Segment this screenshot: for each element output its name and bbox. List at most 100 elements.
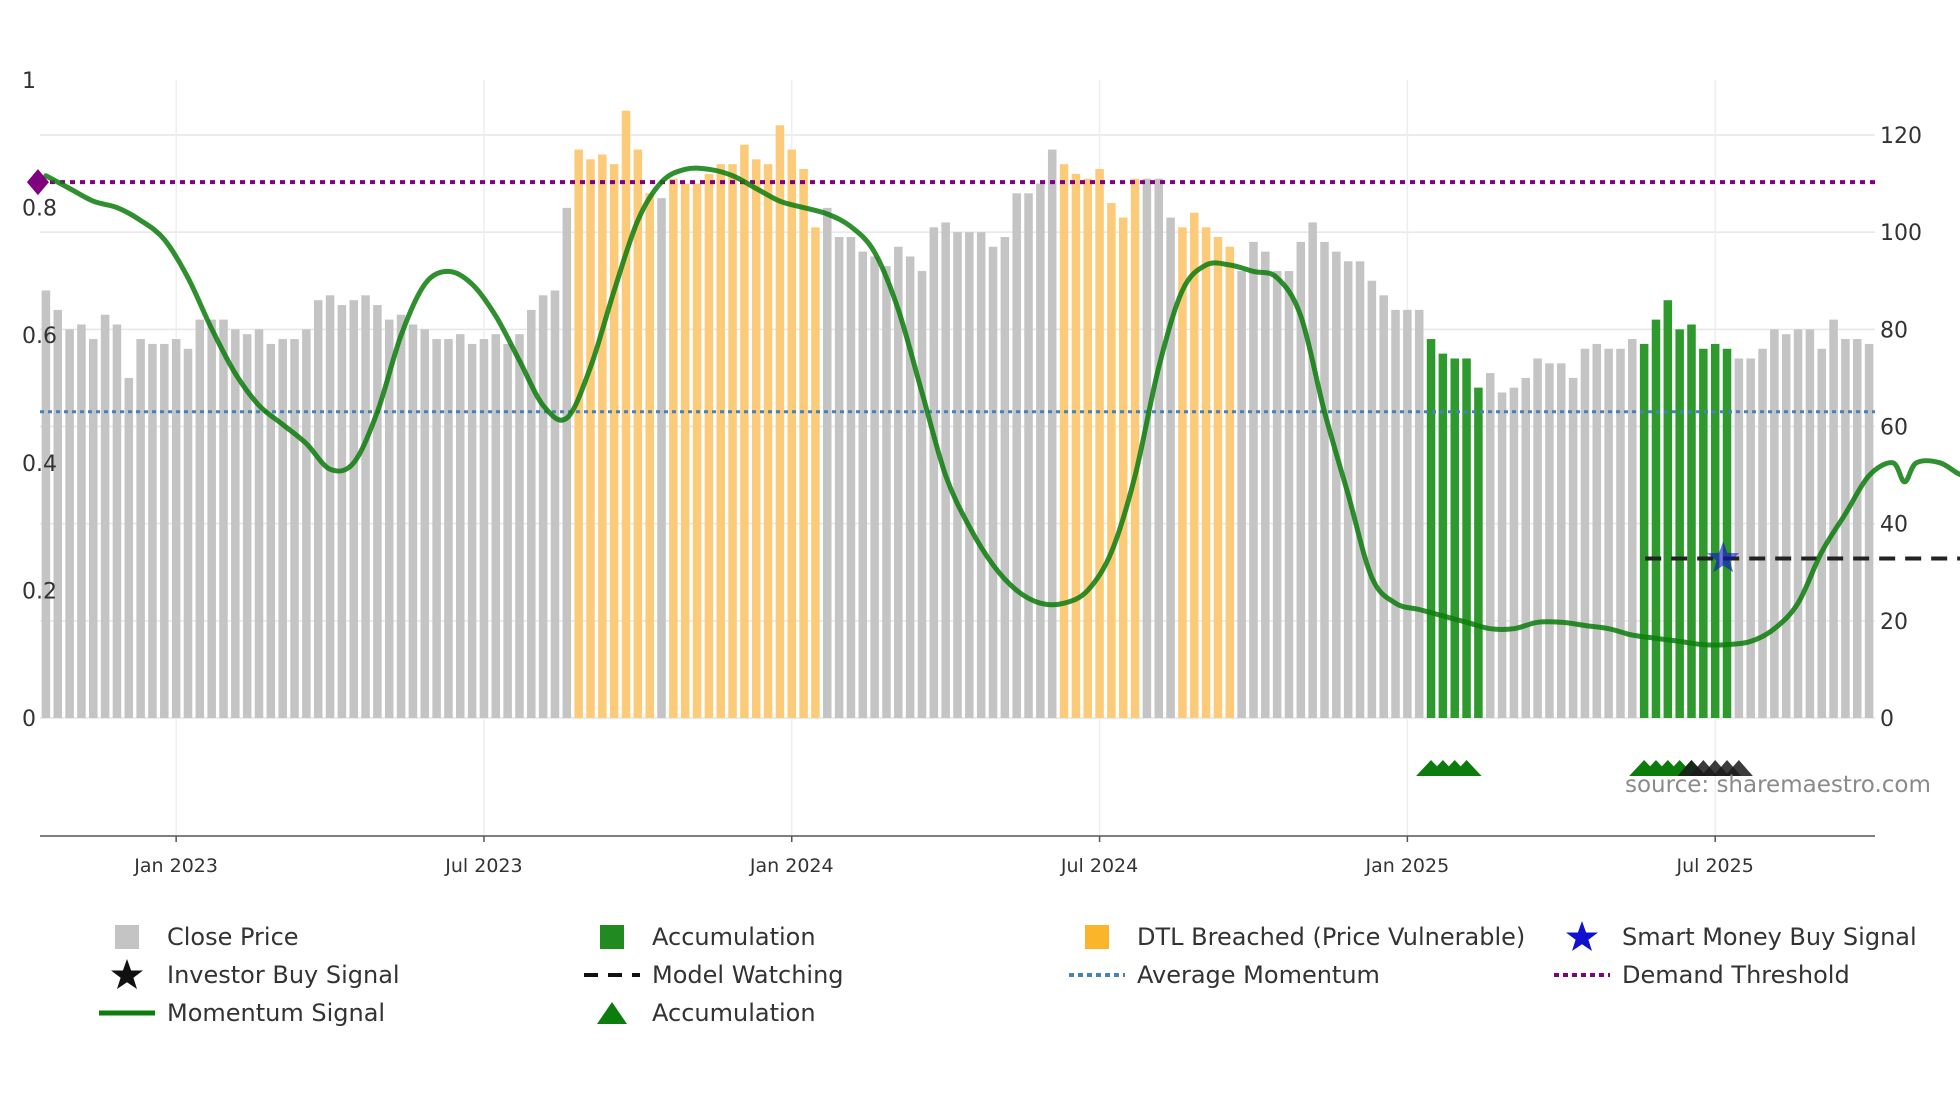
price-bar [1675,329,1684,718]
price-bar [1781,334,1791,718]
price-bar [870,256,879,718]
price-bar [1154,178,1164,719]
price-bar [1237,271,1246,718]
price-bar [586,159,595,718]
right-tick-label: 60 [1880,416,1908,441]
left-tick-label: 0.4 [22,452,57,477]
price-bar [1166,217,1175,718]
price-bar [929,227,939,718]
price-bar [1841,339,1850,718]
left-tick-label: 1 [22,69,36,94]
price-bar [1485,373,1495,718]
price-bar [1284,271,1294,718]
price-bar [1746,358,1755,718]
legend-label: Demand Threshold [1622,961,1850,989]
legend-item-demand-threshold: Demand Threshold [1550,958,1850,992]
price-bar [1805,329,1815,718]
green-square-icon [600,925,624,949]
price-bar [1403,309,1412,718]
price-bar [1426,339,1436,718]
price-bars [41,110,1874,719]
price-bar [124,377,134,718]
legend-item-model-watching: Model Watching [580,958,844,992]
signal-markers [26,169,1753,776]
price-bar [1414,309,1424,718]
price-bar [313,300,323,718]
investor-triangle [1724,760,1753,776]
price-bar [1379,295,1388,718]
price-bar [527,309,536,718]
right-tick-label: 80 [1880,318,1908,343]
price-bar [384,319,394,718]
price-bar [231,329,240,718]
source-label: source: sharemaestro.com [1625,772,1931,798]
price-bar [515,334,524,718]
price-bar [100,314,110,718]
price-bar [905,256,915,718]
price-bar [669,178,678,719]
price-bar [1083,178,1092,719]
price-bar [1225,246,1235,718]
legend-label: Model Watching [652,961,844,989]
price-bar [479,339,489,718]
price-bar [1320,241,1329,718]
price-bar [112,324,122,718]
momentum-signal-line [43,165,1960,648]
x-tick-label: Jan 2023 [133,855,218,877]
price-bar [728,164,737,718]
price-bar [491,334,501,718]
price-bar [1047,149,1057,718]
x-axis-ticks: Jan 2023 Jul 2023 Jan 2024 Jul 2024 Jan 2025… [133,836,1754,877]
price-bar [763,164,773,718]
price-bar [219,319,228,718]
price-bar [1734,358,1744,718]
right-axis-ticks: 0 20 40 60 80 100 120 [1880,124,1922,732]
price-bar [953,232,962,718]
price-bar [195,319,205,718]
legend-label: Accumulation [652,999,816,1027]
price-bar [183,348,193,718]
price-bar [65,329,74,718]
price-bar [988,246,998,718]
right-tick-label: 100 [1880,221,1922,246]
price-bar [716,164,725,718]
price-bar [1332,251,1341,718]
price-bar [160,343,169,718]
left-tick-label: 0.6 [22,324,57,349]
price-bar [1272,271,1282,718]
green-triangle-icon [597,1002,627,1024]
price-bar [1474,387,1483,718]
legend-item-dtl-breached: DTL Breached (Price Vulnerable) [1065,920,1525,954]
price-bar [834,237,844,718]
price-bar [1036,183,1045,719]
x-tick-label: Jul 2025 [1676,855,1754,877]
price-bar [598,154,607,718]
price-bar [894,246,903,718]
price-bar [645,193,654,719]
x-tick-label: Jan 2025 [1365,855,1450,877]
legend-item-close-price: Close Price [95,920,299,954]
momentum-signal-line [43,165,1960,648]
legend-item-investor-buy: Investor Buy Signal [95,958,400,992]
price-bar [1533,358,1542,718]
price-bar [1142,178,1152,719]
price-bar [775,125,785,719]
price-bar [1793,329,1803,718]
price-bar [456,334,465,718]
price-bar [609,164,619,718]
price-bar [538,295,548,718]
price-bar [823,207,832,718]
legend-item-smart-money: Smart Money Buy Signal [1550,920,1917,954]
legend-label: Close Price [167,923,299,951]
price-bar [290,339,299,718]
legend-label: Smart Money Buy Signal [1622,923,1917,951]
price-bar [171,339,181,718]
price-bar [965,232,974,718]
price-bar [680,183,690,719]
price-bar [574,149,583,718]
price-bar [444,339,453,718]
price-bar [337,305,347,718]
price-bar [1651,319,1661,718]
price-bar [1024,193,1033,719]
price-bar [882,266,891,718]
